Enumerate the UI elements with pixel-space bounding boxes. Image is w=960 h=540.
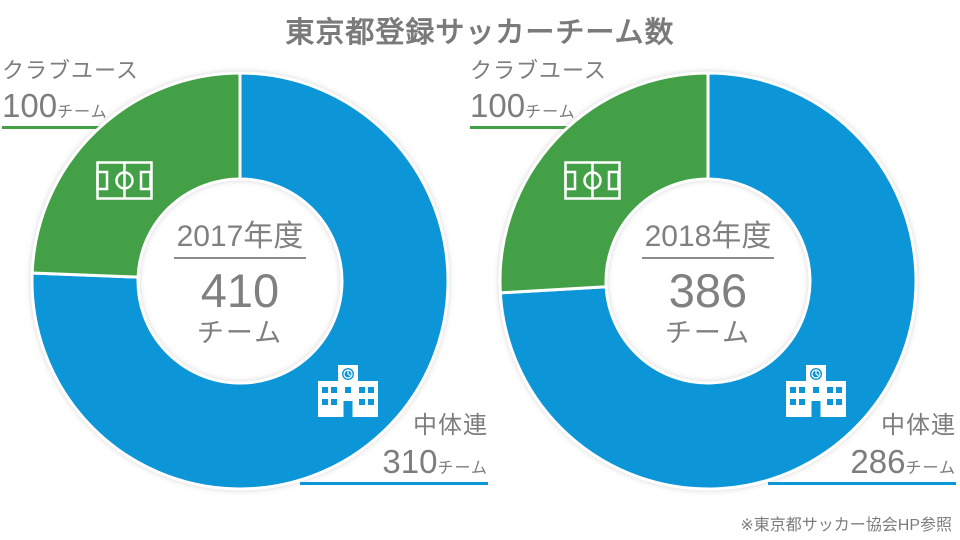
club-youth-label-2017: クラブユース 100チーム (2, 60, 162, 129)
club-youth-underline (2, 126, 112, 129)
donut-chart-2017: クラブユース 100チーム (2, 60, 488, 491)
fiscal-year-label: 2018年度 (641, 222, 775, 259)
club-youth-count: 100 (2, 87, 58, 124)
soccer-field-icon (564, 161, 621, 200)
total-teams-value: 386 (668, 264, 748, 317)
donut-chart-2018: クラブユース 100チーム (468, 0, 958, 540)
club-youth-underline (470, 126, 580, 129)
total-teams-unit: チーム (196, 318, 284, 348)
club-youth-value-row: 100チーム (2, 89, 162, 122)
donut-center-2018: 2018年度 386 チーム (608, 222, 808, 347)
chutairen-unit: チーム (437, 460, 488, 477)
chutairen-name: 中体連 (881, 412, 956, 439)
club-youth-count: 100 (470, 87, 526, 124)
club-youth-unit: チーム (57, 104, 108, 121)
donut-center-2017: 2017年度 410 チーム (140, 222, 340, 347)
chutairen-count: 310 (382, 443, 438, 480)
chutairen-label-2017: 中体連 310チーム (300, 414, 488, 485)
chutairen-value-row: 310チーム (300, 445, 488, 478)
page-title: 東京都登録サッカーチーム数 (285, 17, 675, 49)
school-icon (318, 365, 378, 417)
chutairen-label-2018: 中体連 286チーム (768, 414, 956, 485)
fiscal-year-label: 2017年度 (173, 222, 307, 259)
donut-svg-2017 (30, 71, 450, 491)
club-youth-label-2018: クラブユース 100チーム (470, 60, 630, 129)
chutairen-underline (768, 482, 956, 485)
chutairen-unit: チーム (905, 460, 956, 477)
chutairen-name: 中体連 (413, 412, 488, 439)
school-icon (786, 365, 846, 417)
total-teams-value: 410 (200, 264, 280, 317)
club-youth-name: クラブユース (470, 58, 607, 83)
club-youth-name: クラブユース (2, 58, 139, 83)
donut-segment-クラブユース (30, 71, 242, 279)
club-youth-unit: チーム (525, 104, 576, 121)
total-teams-unit: チーム (664, 318, 752, 348)
soccer-field-icon (96, 161, 153, 200)
club-youth-value-row: 100チーム (470, 89, 630, 122)
source-footnote: ※東京都サッカー協会HP参照 (740, 517, 952, 534)
donut-svg-2018 (498, 71, 918, 491)
donut-segment-クラブユース (498, 71, 710, 295)
chutairen-count: 286 (850, 443, 906, 480)
chutairen-value-row: 286チーム (768, 445, 956, 478)
chutairen-underline (300, 482, 488, 485)
